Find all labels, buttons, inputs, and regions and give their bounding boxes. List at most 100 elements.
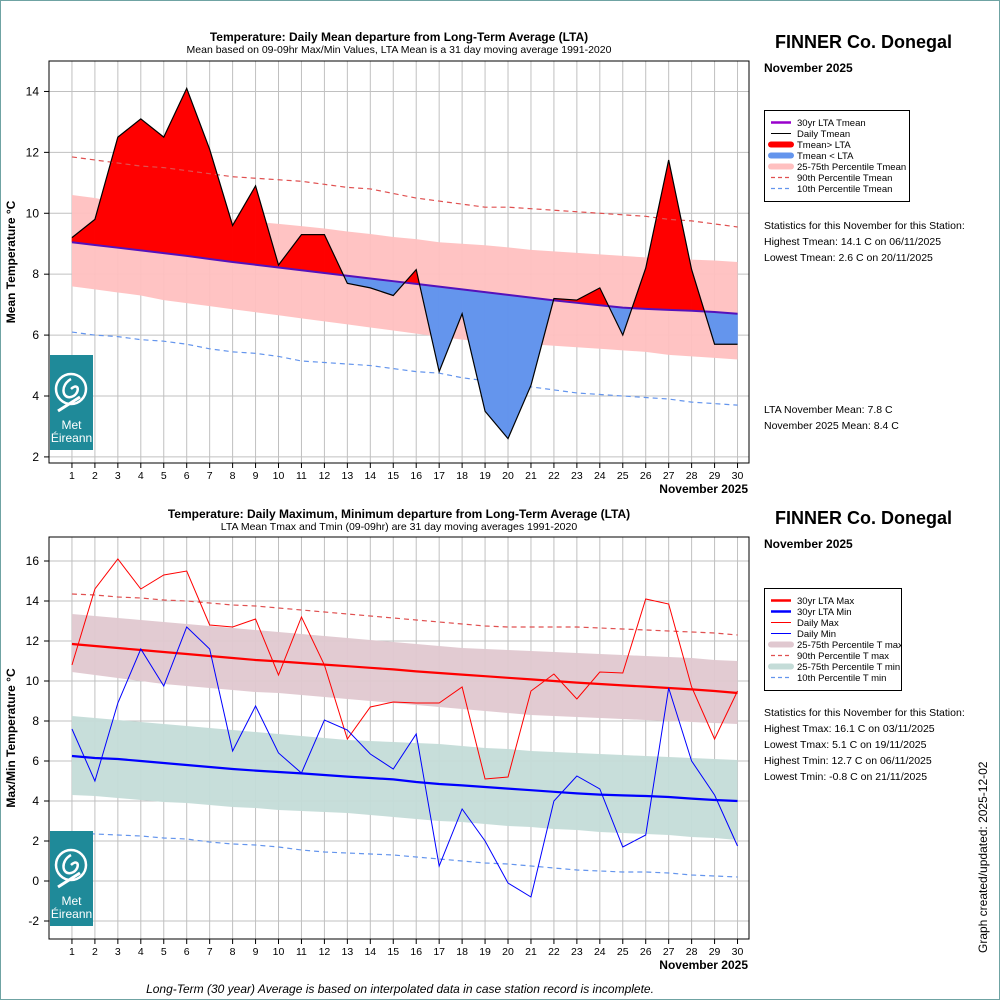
stats-heading-top: Statistics for this November for this St… [764, 220, 965, 232]
x-tick-label: 19 [479, 470, 491, 482]
x-tick-label: 21 [525, 946, 537, 958]
x-tick-label: 18 [456, 946, 468, 958]
line-daily-max [71, 558, 738, 780]
met-eireann-swirl-icon [54, 848, 88, 889]
legend-label-tmean-lta: Tmean> LTA [797, 140, 851, 151]
stat-lowest-tmean: Lowest Tmean: 2.6 C on 20/11/2025 [764, 252, 933, 264]
y-tick-label: 0 [32, 874, 39, 888]
legend-label-tmean-lta: Tmean < LTA [797, 151, 854, 162]
chart-title: Temperature: Daily Maximum, Minimum depa… [168, 507, 630, 521]
plot-content [71, 558, 738, 898]
x-tick-label: 25 [617, 470, 629, 482]
y-tick-label: 8 [32, 714, 39, 728]
station-title-top: FINNER Co. Donegal [775, 32, 953, 52]
legend-label-daily-max: Daily Max [797, 618, 839, 629]
line-30yr-lta-max [71, 642, 738, 695]
met-eireann-logo-bottom: Met Éireann [50, 831, 93, 926]
x-tick-label: 7 [207, 946, 213, 958]
x-tick-label: 30 [732, 470, 744, 482]
x-tick-label: 9 [253, 470, 259, 482]
x-axis-label: November 2025 [659, 482, 748, 496]
line-10th-percentile-tmin [71, 831, 738, 878]
x-tick-label: 8 [230, 470, 236, 482]
x-tick-label: 13 [342, 470, 354, 482]
legend-label-30yr-lta-min: 30yr LTA Min [797, 607, 852, 618]
legend-label-daily-min: Daily Min [797, 629, 836, 640]
chart-title: Temperature: Daily Mean departure from L… [210, 30, 588, 44]
logo-line1: Met [61, 894, 82, 908]
logo-line2: Éireann [50, 431, 93, 445]
x-tick-label: 27 [663, 470, 675, 482]
x-tick-label: 20 [502, 470, 514, 482]
x-tick-label: 13 [342, 946, 354, 958]
legend-label-30yr-lta-max: 30yr LTA Max [797, 596, 854, 607]
x-tick-label: 2 [92, 946, 98, 958]
lta-november-mean: LTA November Mean: 7.8 C [764, 404, 893, 416]
legend-label-25-75th-percentile-t-min: 25-75th Percentile T min [797, 662, 900, 673]
x-tick-label: 17 [433, 470, 445, 482]
fill-above-lta [117, 118, 142, 251]
y-tick-label: 10 [26, 674, 40, 688]
y-tick-label: 4 [32, 794, 39, 808]
x-tick-label: 30 [732, 946, 744, 958]
x-tick-label: 27 [663, 946, 675, 958]
legend-label-25-75th-percentile-t-max: 25-75th Percentile T max [797, 640, 901, 651]
y-tick-label: 8 [32, 267, 39, 281]
band-25-75th-percentile-t-max [71, 614, 738, 724]
y-tick-label: 14 [26, 84, 40, 98]
x-tick-label: 24 [594, 470, 606, 482]
y-axis-label: Max/Min Temperature °C [4, 668, 18, 808]
footer-note: Long-Term (30 year) Average is based on … [146, 982, 654, 996]
x-tick-label: 23 [571, 946, 583, 958]
met-eireann-logo-top: Met Éireann [50, 355, 93, 450]
x-tick-label: 11 [296, 470, 307, 482]
x-tick-label: 1 [69, 946, 75, 958]
y-axis-label: Mean Temperature °C [4, 200, 18, 323]
y-tick-label: 14 [26, 594, 40, 608]
y-tick-label: -2 [28, 914, 39, 928]
x-tick-label: 28 [686, 470, 698, 482]
legend-label-10th-percentile-t-min: 10th Percentile T min [797, 673, 886, 684]
x-axis-label: November 2025 [659, 958, 748, 972]
y-tick-label: 12 [26, 634, 40, 648]
y-tick-label: 2 [32, 834, 39, 848]
x-tick-label: 29 [709, 946, 721, 958]
stat-highest-tmin: Highest Tmin: 12.7 C on 06/11/2025 [764, 755, 932, 767]
stat-lowest-tmin: Lowest Tmin: -0.8 C on 21/11/2025 [764, 771, 928, 783]
stat-highest-tmean: Highest Tmean: 14.1 C on 06/11/2025 [764, 236, 942, 248]
x-tick-label: 28 [686, 946, 698, 958]
x-tick-label: 15 [387, 470, 399, 482]
stat-lowest-tmax: Lowest Tmax: 5.1 C on 19/11/2025 [764, 739, 927, 751]
y-tick-label: 6 [32, 328, 39, 342]
y-tick-label: 10 [26, 206, 40, 220]
x-tick-label: 16 [410, 470, 422, 482]
stats-heading-bottom: Statistics for this November for this St… [764, 707, 965, 719]
fill-above-lta [301, 234, 325, 274]
november-2025-mean: November 2025 Mean: 8.4 C [764, 420, 899, 432]
month-label-bottom: November 2025 [764, 537, 853, 551]
line-90th-percentile-tmax [71, 593, 738, 636]
x-tick-label: 16 [410, 946, 422, 958]
x-tick-label: 5 [161, 946, 167, 958]
band-25-75th-percentile-t-min [71, 716, 738, 840]
x-tick-label: 20 [502, 946, 514, 958]
stat-highest-tmax: Highest Tmax: 16.1 C on 03/11/2025 [764, 723, 935, 735]
chart-subtitle: LTA Mean Tmax and Tmin (09-09hr) are 31 … [221, 521, 578, 533]
x-tick-label: 15 [387, 946, 399, 958]
x-tick-label: 10 [273, 946, 285, 958]
legend-top: 30yr LTA Tmean Daily Tmean Tmean> LTA Tmean… [764, 110, 910, 202]
x-tick-label: 6 [184, 470, 190, 482]
y-tick-label: 6 [32, 754, 39, 768]
graph-updated-label: Graph created/updated: 2025-12-02 [976, 761, 990, 953]
legend-label-daily-tmean: Daily Tmean [797, 129, 850, 140]
x-tick-label: 12 [319, 946, 331, 958]
legend-label-25-75th-percentile-tmean: 25-75th Percentile Tmean [797, 162, 906, 173]
y-tick-label: 2 [32, 450, 39, 464]
x-tick-label: 11 [296, 946, 307, 958]
x-tick-label: 21 [525, 470, 537, 482]
x-tick-label: 14 [364, 946, 376, 958]
logo-line1: Met [61, 418, 82, 432]
y-tick-label: 4 [32, 389, 39, 403]
